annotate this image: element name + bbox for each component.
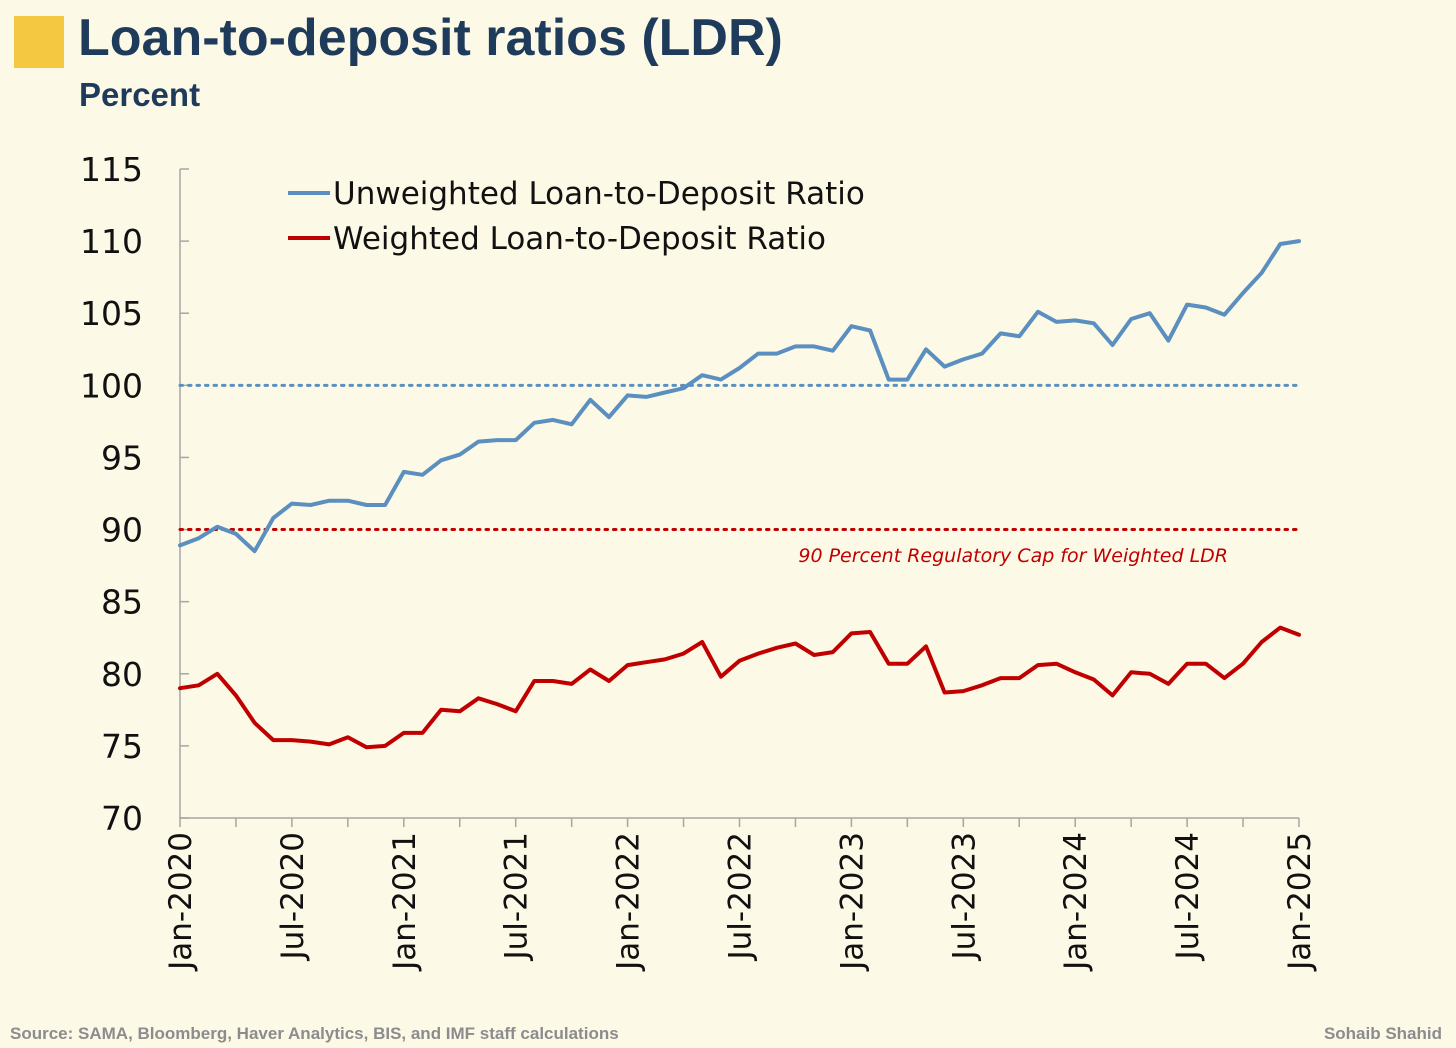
- y-tick-label-115: 115: [80, 150, 143, 189]
- plot-area: 70 75 80 85 90 95 100 105 110 115 Jan-2020 Jul-2020…: [80, 150, 1318, 972]
- series-line-unweighted: [178, 239, 1301, 554]
- y-tick-label-80: 80: [101, 655, 143, 694]
- x-tick-label-0: Jan-2020: [163, 832, 199, 972]
- y-tick-label-90: 90: [101, 511, 143, 550]
- x-tick-label-2: Jan-2021: [387, 832, 423, 972]
- legend-label-weighted: Weighted Loan-to-Deposit Ratio: [333, 221, 826, 257]
- x-tick-label-6: Jan-2023: [834, 832, 870, 972]
- chart-subtitle: Percent: [79, 76, 201, 113]
- series-line-weighted: [178, 625, 1301, 750]
- y-tick-label-70: 70: [101, 799, 143, 838]
- line-chart: 70 75 80 85 90 95 100 105 110 115 Jan-2020 Jul-2020…: [80, 150, 1318, 972]
- x-tick-label-5: Jul-2022: [723, 832, 759, 961]
- title-block: Loan-to-deposit ratios (LDR) Percent: [0, 0, 1456, 130]
- accent-square: [14, 16, 64, 68]
- y-tick-label-100: 100: [80, 366, 143, 405]
- x-tick-label-1: Jul-2020: [275, 832, 311, 961]
- y-tick-label-85: 85: [101, 583, 143, 622]
- x-tick-label-10: Jan-2025: [1282, 832, 1318, 972]
- y-tick-label-105: 105: [80, 294, 143, 333]
- regulatory-cap-annotation: 90 Percent Regulatory Cap for Weighted L…: [798, 545, 1228, 567]
- author-credit: Sohaib Shahid: [1323, 1024, 1442, 1043]
- x-tick-label-4: Jan-2022: [611, 832, 647, 972]
- y-tick-label-75: 75: [101, 727, 143, 766]
- y-tick-label-110: 110: [80, 222, 143, 261]
- chart-title: Loan-to-deposit ratios (LDR): [78, 9, 783, 67]
- x-tick-label-7: Jul-2023: [946, 832, 982, 961]
- x-tick-label-3: Jul-2021: [499, 832, 535, 961]
- legend: Unweighted Loan-to-Deposit Ratio Weighte…: [288, 176, 865, 257]
- legend-label-unweighted: Unweighted Loan-to-Deposit Ratio: [333, 176, 865, 212]
- source-note: Source: SAMA, Bloomberg, Haver Analytics…: [10, 1024, 619, 1043]
- y-tick-label-95: 95: [101, 438, 143, 477]
- x-tick-label-9: Jul-2024: [1170, 832, 1206, 961]
- x-tick-label-8: Jan-2024: [1058, 832, 1094, 972]
